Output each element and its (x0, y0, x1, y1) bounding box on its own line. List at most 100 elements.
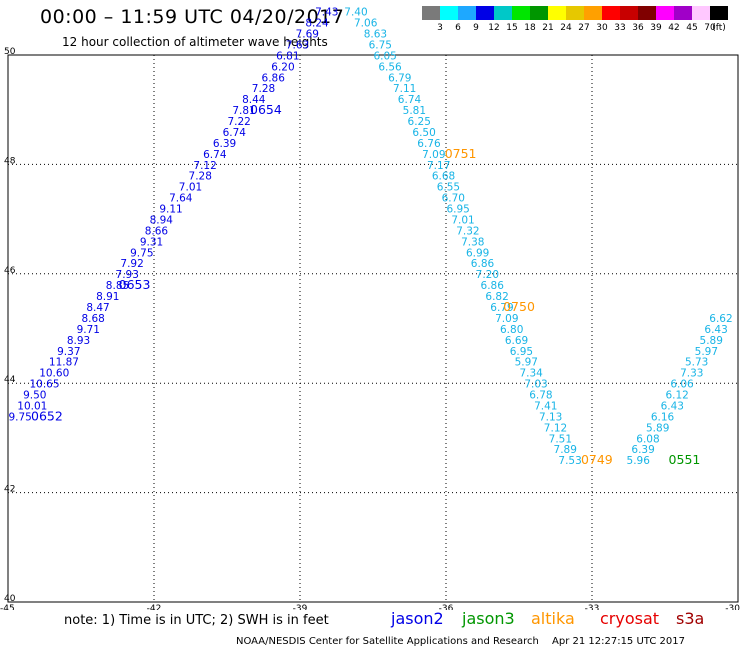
swh-value-label: 7.17 (427, 160, 450, 172)
swh-value-label: 7.33 (680, 368, 703, 380)
generated-timestamp: Apr 21 12:27:15 UTC 2017 (552, 636, 685, 647)
color-scale-label: 6 (455, 23, 461, 33)
swh-value-label: 6.78 (529, 390, 552, 402)
swh-value-label: 6.74 (223, 127, 247, 139)
swh-value-label: 5.97 (695, 346, 718, 358)
swh-value-label: 7.64 (169, 193, 193, 205)
swh-value-label: 7.53 (558, 455, 581, 467)
swh-value-label: 6.12 (665, 390, 688, 402)
swh-value-label: 6.39 (631, 444, 654, 456)
swh-value-label: 5.89 (646, 422, 669, 434)
swh-value-label: 9.75 (8, 411, 31, 423)
swh-value-label: 6.16 (651, 411, 675, 423)
swh-value-label: 6.43 (661, 400, 684, 412)
altimeter-chart: -45 -42 -39 -36 -33 -304042444648509.7510.019… (0, 7, 740, 610)
swh-value-label: 9.75 (130, 247, 153, 259)
color-scale-label: 33 (614, 23, 626, 33)
swh-value-label: 7.11 (393, 83, 416, 95)
swh-value-label: 6.81 (276, 50, 299, 62)
pass-time-label: 0654 (250, 102, 282, 117)
y-tick-label: 42 (4, 485, 15, 495)
swh-value-label: 7.09 (495, 313, 518, 325)
credit-line: NOAA/NESDIS Center for Satellite Applica… (236, 636, 539, 647)
legend-cryosat: cryosat (600, 609, 660, 628)
y-tick-label: 40 (4, 594, 16, 604)
swh-value-label: 6.79 (490, 302, 513, 314)
swh-value-label: 7.93 (116, 269, 139, 281)
swh-value-label: 10.65 (29, 379, 59, 391)
footer-note: note: 1) Time is in UTC; 2) SWH is in fe… (64, 613, 329, 628)
swh-value-label: 6.08 (636, 433, 659, 445)
swh-value-label: 8.24 (305, 18, 329, 30)
color-swatch (530, 6, 548, 20)
color-scale-label: 45 (686, 23, 698, 33)
color-swatch (566, 6, 584, 20)
swh-value-label: 7.09 (422, 149, 445, 161)
swh-value-label: 8.44 (242, 94, 266, 106)
color-scale-label: (ft) (712, 23, 726, 33)
swh-value-label: 7.89 (554, 444, 577, 456)
color-scale-label: 18 (524, 23, 536, 33)
swh-value-label: 6.25 (408, 116, 431, 128)
pass-time-label: 0751 (445, 146, 477, 161)
swh-value-label: 9.31 (140, 236, 163, 248)
swh-value-label: 9.37 (57, 346, 80, 358)
swh-value-label: 6.39 (213, 138, 236, 150)
color-swatch (584, 6, 602, 20)
color-swatch (674, 6, 692, 20)
color-swatch (422, 6, 440, 20)
swh-value-label: 7.12 (544, 422, 567, 434)
legend-altika: altika (531, 609, 575, 628)
color-swatch (512, 6, 530, 20)
swh-value-label: 7.69 (296, 28, 319, 40)
swh-value-label: 6.76 (417, 138, 441, 150)
swh-value-label: 8.68 (81, 313, 104, 325)
swh-value-label: 11.87 (49, 357, 79, 369)
color-swatch (638, 6, 656, 20)
color-swatch (620, 6, 638, 20)
swh-value-label: 6.55 (437, 182, 460, 194)
color-scale-label: 21 (542, 23, 554, 33)
color-scale-label: 3 (437, 23, 443, 33)
swh-value-label: 8.85 (106, 280, 129, 292)
color-swatch (656, 6, 674, 20)
swh-value-label: 7.06 (354, 18, 378, 30)
swh-value-label: 7.01 (179, 182, 202, 194)
swh-value-label: 8.91 (96, 291, 119, 303)
pass-time-label: 0749 (581, 452, 613, 467)
color-scale-label: 27 (578, 23, 590, 33)
swh-value-label: 8.63 (364, 28, 387, 40)
color-swatch (602, 6, 620, 20)
swh-value-label: 9.50 (23, 390, 46, 402)
y-tick-label: 48 (4, 156, 16, 166)
color-swatch (692, 6, 710, 20)
page-title: 00:00 – 11:59 UTC 04/20/2017 (40, 6, 345, 28)
color-scale-label: 70 (704, 23, 716, 33)
x-tick-label: -36 (439, 604, 454, 610)
y-tick-label: 46 (4, 266, 16, 276)
swh-value-label: 5.81 (403, 105, 426, 117)
color-scale-label: 15 (506, 23, 518, 33)
legend-jason3: jason3 (462, 609, 515, 628)
swh-value-label: 9.71 (77, 324, 100, 336)
x-tick-label: -30 (725, 604, 740, 610)
color-scale-label: 30 (596, 23, 608, 33)
color-swatch (440, 6, 458, 20)
color-scale-label: 9 (473, 23, 479, 33)
swh-value-label: 6.75 (369, 39, 392, 51)
color-swatch (710, 6, 728, 20)
swh-value-label: 7.41 (534, 400, 557, 412)
swh-value-label: 8.47 (86, 302, 109, 314)
swh-value-label: 6.86 (471, 258, 495, 270)
swh-value-label: 7.28 (189, 171, 212, 183)
swh-value-label: 7.03 (524, 379, 547, 391)
color-swatch (458, 6, 476, 20)
swh-value-label: 6.86 (481, 280, 505, 292)
swh-value-label: 7.63 (286, 39, 309, 51)
swh-value-label: 6.69 (505, 335, 528, 347)
page-subtitle: 12 hour collection of altimeter wave hei… (62, 35, 328, 49)
color-swatch (548, 6, 566, 20)
swh-value-label: 5.73 (685, 357, 708, 369)
color-scale-label: 42 (668, 23, 680, 33)
swh-value-label: 5.96 (627, 455, 651, 467)
